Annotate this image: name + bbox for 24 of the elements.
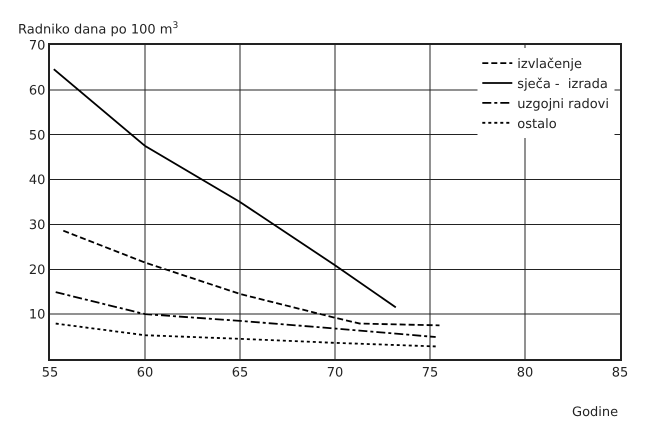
line-series (54, 291, 437, 338)
y-tick-label: 40 (28, 173, 46, 188)
y-axis-title: Radniko dana po 100 m$^{3}$ (18, 21, 178, 38)
y-tick-label: 60 (28, 83, 46, 98)
legend-label: ostalo (517, 116, 557, 132)
x-tick-label: 70 (326, 366, 344, 381)
line-series (54, 322, 437, 348)
line-series (52, 68, 397, 308)
line-series (62, 230, 440, 326)
y-tick-label: 20 (28, 262, 46, 278)
x-tick-label: 60 (136, 366, 154, 381)
x-tick-label: 85 (612, 366, 628, 381)
x-tick-label: 75 (422, 366, 438, 381)
x-tick-label: 55 (42, 366, 58, 381)
x-tick-label: 80 (516, 366, 534, 381)
legend-label: sječa - izrada (517, 77, 608, 92)
legend-label: izvlačenje (517, 57, 582, 72)
y-tick-label: 70 (28, 38, 46, 54)
x-tick-label: 65 (232, 366, 248, 381)
y-tick-label: 50 (28, 128, 46, 144)
x-axis-title: Godine (572, 405, 618, 420)
legend-label: uzgojni radovi (517, 96, 609, 112)
y-tick-label: 10 (28, 308, 46, 323)
y-tick-label: 30 (28, 218, 46, 233)
